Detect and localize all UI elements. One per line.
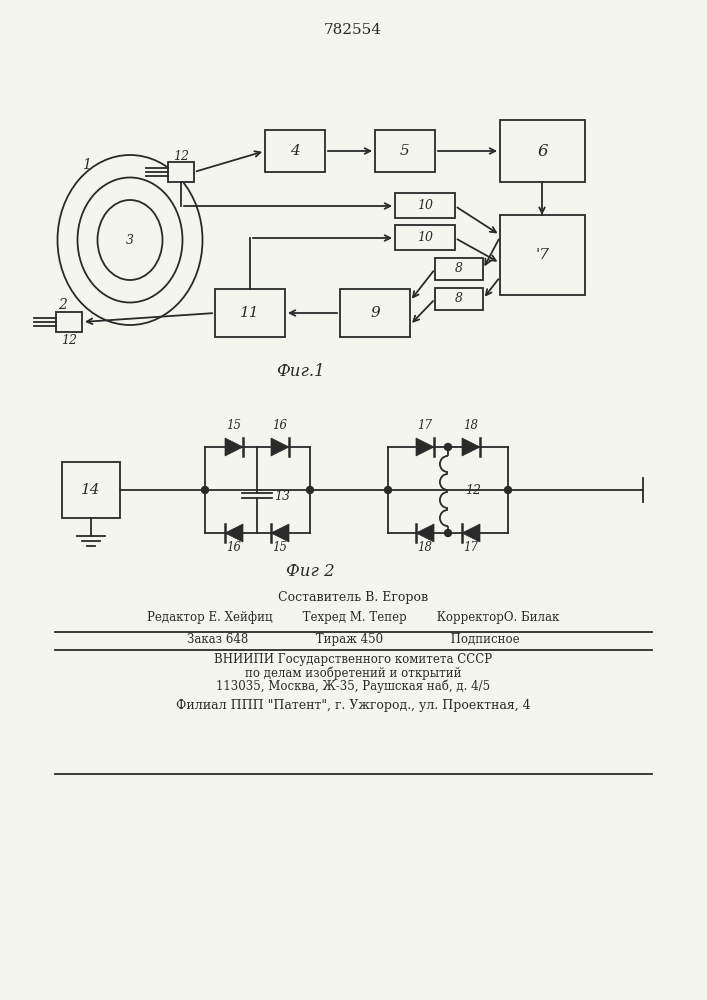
Polygon shape: [271, 438, 289, 456]
Text: 12: 12: [173, 149, 189, 162]
Text: Составитель В. Егоров: Составитель В. Егоров: [278, 590, 428, 603]
Text: 14: 14: [81, 483, 101, 497]
Text: 10: 10: [417, 231, 433, 244]
Text: 12: 12: [465, 484, 481, 496]
Text: 16: 16: [226, 541, 242, 554]
Text: 18: 18: [464, 419, 479, 432]
Text: 3: 3: [126, 233, 134, 246]
Bar: [500, 120, 585, 182]
Bar: [395, 193, 455, 218]
Polygon shape: [462, 524, 480, 542]
Text: по делам изобретений и открытий: по делам изобретений и открытий: [245, 666, 461, 680]
Circle shape: [307, 487, 313, 493]
Text: Филиал ППП "Патент", г. Ужгород., ул. Проектная, 4: Филиал ППП "Патент", г. Ужгород., ул. Пр…: [175, 698, 530, 712]
Circle shape: [201, 487, 209, 493]
Text: 15: 15: [272, 541, 288, 554]
Text: Редактор Е. Хейфиц        Техред М. Тепер        КорректорО. Билак: Редактор Е. Хейфиц Техред М. Тепер Корре…: [147, 611, 559, 624]
Circle shape: [385, 487, 392, 493]
Polygon shape: [225, 438, 243, 456]
Circle shape: [505, 487, 511, 493]
Text: 782554: 782554: [324, 23, 382, 37]
Text: Фиг.1: Фиг.1: [276, 363, 325, 380]
Text: 9: 9: [370, 306, 380, 320]
Text: 13: 13: [274, 489, 290, 502]
Text: ВНИИПИ Государственного комитета СССР: ВНИИПИ Государственного комитета СССР: [214, 654, 492, 666]
Text: 1: 1: [81, 158, 90, 172]
Text: 15: 15: [226, 419, 242, 432]
Text: 113035, Москва, Ж-35, Раушская наб, д. 4/5: 113035, Москва, Ж-35, Раушская наб, д. 4…: [216, 679, 490, 693]
Text: 11: 11: [240, 306, 259, 320]
Text: 5: 5: [400, 144, 410, 158]
Bar: [375, 130, 435, 172]
Text: 17: 17: [464, 541, 479, 554]
Text: 4: 4: [290, 144, 300, 158]
Bar: [435, 258, 483, 280]
Bar: [62, 462, 120, 518]
Bar: [56, 312, 82, 332]
Bar: [265, 130, 325, 172]
Text: 12: 12: [61, 334, 77, 347]
Polygon shape: [462, 438, 480, 456]
Bar: [340, 289, 410, 337]
Bar: [168, 162, 194, 182]
Circle shape: [445, 444, 452, 450]
Text: Фиг 2: Фиг 2: [286, 564, 334, 580]
Text: 18: 18: [418, 541, 433, 554]
Text: 2: 2: [57, 298, 66, 312]
Polygon shape: [416, 438, 434, 456]
Bar: [435, 288, 483, 310]
Text: '7: '7: [535, 248, 549, 262]
Text: Заказ 648                  Тираж 450                  Подписное: Заказ 648 Тираж 450 Подписное: [187, 634, 520, 647]
Ellipse shape: [78, 178, 182, 302]
Text: 8: 8: [455, 262, 463, 275]
Polygon shape: [225, 524, 243, 542]
Text: 16: 16: [272, 419, 288, 432]
Bar: [118, 228, 142, 252]
Bar: [395, 225, 455, 250]
Circle shape: [445, 530, 452, 536]
Polygon shape: [271, 524, 289, 542]
Text: 17: 17: [418, 419, 433, 432]
Text: 6: 6: [537, 142, 548, 159]
Text: 8: 8: [455, 292, 463, 306]
Bar: [500, 215, 585, 295]
Polygon shape: [416, 524, 434, 542]
Text: 10: 10: [417, 199, 433, 212]
Bar: [215, 289, 285, 337]
